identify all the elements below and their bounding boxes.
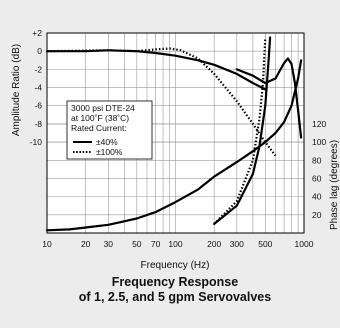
legend-entry-100: ±100% (96, 147, 123, 157)
y-left-tick-label: -6 (34, 101, 42, 111)
y-right-tick-label: 80 (312, 155, 322, 165)
legend-heading-2: at 100˚F (38˚C) (71, 113, 129, 123)
y-right-tick-label: 100 (312, 137, 326, 147)
x-tick-label: 200 (207, 239, 221, 249)
legend-heading-1: 3000 psi DTE-24 (71, 103, 135, 113)
series-line-dotted (213, 37, 267, 225)
x-tick-label: 1000 (295, 239, 314, 249)
y-right-tick-label: 120 (312, 119, 326, 129)
x-tick-label: 70 (151, 239, 161, 249)
y-left-tick-label: -8 (34, 119, 42, 129)
x-tick-label: 100 (168, 239, 182, 249)
y-axis-left-label: Amplitude Ratio (dB) (11, 44, 22, 136)
tick-labels: +2 0 -2 -4 -6 -8 -10 120 100 80 60 40 20 10 20 30 50 70 10… (30, 28, 327, 249)
y-right-tick-label: 40 (312, 192, 322, 202)
y-left-tick-label: 0 (37, 46, 42, 56)
y-left-tick-label: -4 (34, 83, 42, 93)
y-right-tick-label: 60 (312, 173, 322, 183)
x-tick-label: 300 (230, 239, 244, 249)
series-line-solid (235, 57, 303, 139)
legend: 3000 psi DTE-24 at 100˚F (38˚C) Rated Cu… (66, 100, 153, 160)
y-left-tick-label: +2 (32, 28, 42, 38)
chart-subtitle: of 1, 2.5, and 5 gpm Servovalves (79, 290, 271, 304)
x-tick-label: 500 (258, 239, 272, 249)
legend-box (66, 100, 153, 160)
x-tick-label: 10 (42, 239, 52, 249)
series-line-solid (213, 36, 272, 225)
legend-heading-3: Rated Current: (71, 123, 127, 133)
x-axis-label: Frequency (Hz) (141, 260, 210, 271)
plot-frame (46, 32, 305, 234)
x-tick-label: 20 (81, 239, 91, 249)
y-axis-right-label: Phase lag (degrees) (329, 140, 340, 230)
x-tick-label: 50 (132, 239, 142, 249)
y-right-tick-label: 20 (312, 210, 322, 220)
y-left-tick-label: -10 (30, 137, 43, 147)
y-left-tick-label: -2 (34, 64, 42, 74)
series-lines (45, 36, 303, 232)
chart-title: Frequency Response (112, 275, 238, 289)
x-tick-label: 30 (104, 239, 114, 249)
legend-entry-40: ±40% (96, 137, 118, 147)
series-line-dotted (46, 47, 277, 157)
series-line-solid (45, 59, 303, 232)
